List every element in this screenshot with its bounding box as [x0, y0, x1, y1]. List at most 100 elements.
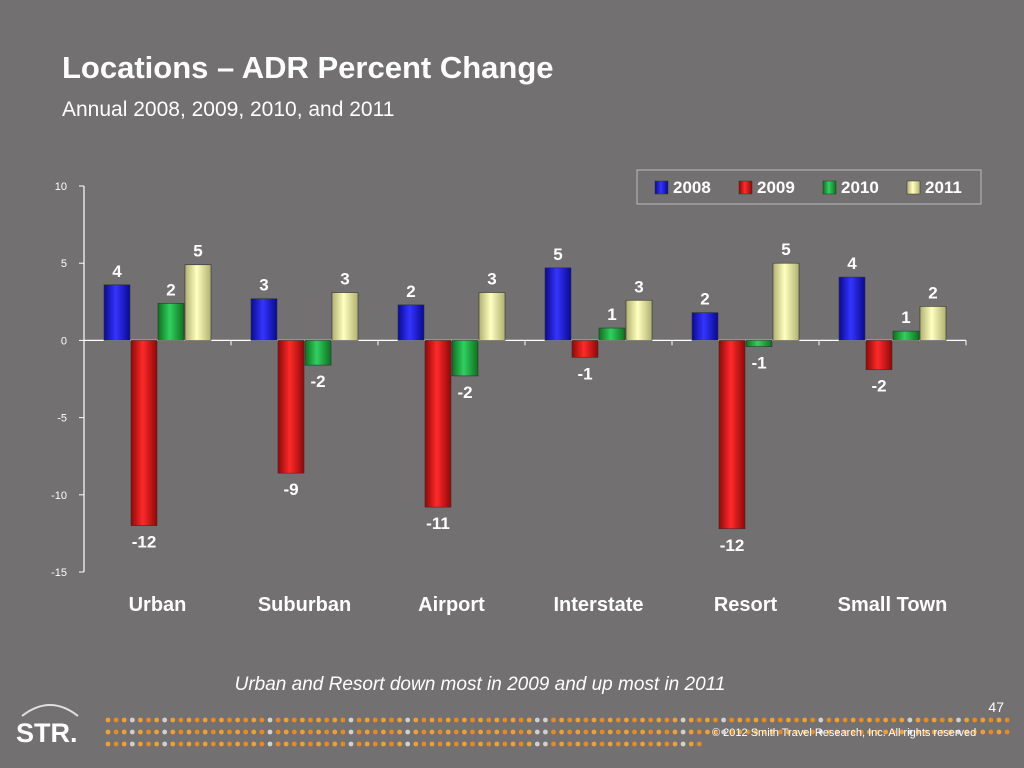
bar-2010-urban — [157, 303, 185, 341]
dot — [397, 729, 402, 735]
dot — [931, 717, 937, 723]
dot — [640, 717, 645, 723]
dot — [875, 717, 880, 723]
dot — [105, 729, 111, 735]
dot — [413, 741, 419, 747]
bar-2010-airport — [451, 340, 479, 377]
dot — [826, 717, 832, 723]
dot — [470, 717, 475, 723]
dot — [956, 717, 961, 723]
dot — [146, 729, 151, 735]
dot — [300, 717, 305, 723]
dot — [397, 717, 402, 723]
dot — [591, 729, 597, 735]
bar-2010-interstate — [598, 327, 626, 341]
dot — [235, 729, 241, 735]
dot — [251, 717, 257, 723]
dot — [996, 729, 1002, 735]
dot — [956, 729, 961, 735]
dot — [850, 729, 856, 735]
dot — [429, 741, 435, 747]
dot — [227, 729, 232, 735]
dot — [324, 741, 330, 747]
dot — [462, 717, 467, 723]
data-label: -9 — [283, 480, 298, 499]
dot — [291, 741, 297, 747]
dot — [534, 717, 540, 723]
dot — [915, 729, 921, 735]
legend-label: 2009 — [757, 178, 795, 197]
dot — [640, 729, 645, 735]
dot — [567, 729, 573, 735]
dot — [267, 717, 273, 723]
dot — [348, 741, 354, 747]
dot — [599, 741, 605, 747]
dot — [1004, 717, 1010, 723]
dot — [543, 741, 548, 747]
dot — [591, 741, 597, 747]
dot — [648, 741, 654, 747]
dot — [745, 729, 751, 735]
data-label: -2 — [457, 383, 472, 402]
dot — [737, 717, 743, 723]
dot — [470, 741, 475, 747]
dot — [235, 741, 241, 747]
dot — [518, 729, 524, 735]
dot — [275, 741, 281, 747]
dot — [146, 741, 151, 747]
dot — [988, 729, 994, 735]
dot — [818, 729, 824, 735]
legend-swatch — [654, 180, 669, 195]
dot — [883, 717, 888, 723]
dot — [486, 741, 492, 747]
dot — [624, 741, 629, 747]
dot — [518, 717, 524, 723]
dot — [437, 729, 443, 735]
dot — [510, 717, 516, 723]
dot — [575, 717, 581, 723]
dot — [332, 717, 338, 723]
dot — [624, 729, 629, 735]
dot — [794, 729, 799, 735]
dot — [113, 717, 119, 723]
dot — [769, 729, 775, 735]
bar-2008-interstate — [544, 267, 572, 341]
dot — [113, 729, 119, 735]
data-label: -11 — [426, 514, 450, 533]
dot — [510, 729, 516, 735]
data-label: -1 — [577, 364, 592, 383]
dot — [615, 741, 621, 747]
dot — [688, 717, 694, 723]
y-tick-label: -5 — [57, 413, 67, 425]
data-label: 4 — [112, 262, 122, 281]
dot — [688, 741, 694, 747]
dot — [381, 717, 386, 723]
dot — [219, 729, 224, 735]
dot — [194, 741, 200, 747]
dot — [162, 741, 168, 747]
dot — [567, 741, 573, 747]
dot — [154, 741, 160, 747]
data-label: 4 — [847, 254, 857, 273]
dot — [980, 729, 986, 735]
dot — [146, 717, 151, 723]
dot — [186, 717, 192, 723]
bar-2008-urban — [103, 284, 131, 341]
dot — [283, 741, 289, 747]
dot — [802, 729, 807, 735]
dot — [502, 729, 508, 735]
dot — [437, 741, 443, 747]
dot — [664, 717, 670, 723]
dot — [372, 729, 378, 735]
dot — [948, 717, 953, 723]
dot — [235, 717, 241, 723]
dot — [162, 729, 168, 735]
dot — [696, 717, 702, 723]
dot — [478, 717, 483, 723]
dot — [210, 729, 216, 735]
data-label: -12 — [720, 536, 745, 555]
dot — [526, 741, 532, 747]
dot — [615, 729, 621, 735]
bar-2009-urban — [130, 340, 158, 526]
